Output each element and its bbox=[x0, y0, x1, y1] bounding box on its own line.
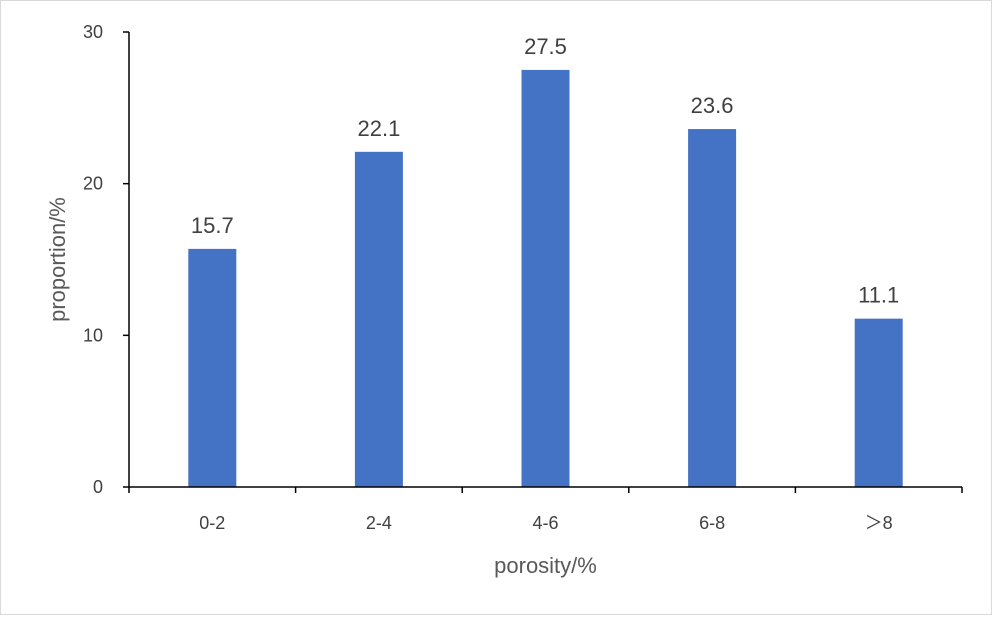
y-tick-label: 20 bbox=[83, 174, 103, 194]
bar bbox=[854, 318, 903, 487]
bar-data-label: 15.7 bbox=[191, 213, 234, 238]
x-category-label: 4-6 bbox=[532, 513, 558, 533]
y-tick-label: 30 bbox=[83, 22, 103, 42]
bar-data-label: 11.1 bbox=[858, 283, 899, 308]
x-category-label: 2-4 bbox=[366, 513, 392, 533]
x-category-label: 6-8 bbox=[699, 513, 725, 533]
bar-data-label: 22.1 bbox=[357, 116, 400, 141]
x-category-label: 0-2 bbox=[199, 513, 225, 533]
x-axis-title: porosity/% bbox=[494, 553, 597, 578]
x-axis-ticks: 0-2 2-4 4-6 6-8 ＞8 bbox=[128, 487, 963, 533]
y-tick-label: 0 bbox=[93, 477, 103, 497]
y-axis-ticks: 0 10 20 30 bbox=[83, 22, 129, 497]
bar bbox=[188, 248, 237, 487]
bar bbox=[354, 151, 403, 488]
bar bbox=[688, 129, 737, 488]
bar-data-label: 27.5 bbox=[524, 34, 567, 59]
y-tick-label: 10 bbox=[83, 325, 103, 345]
x-category-label: ＞8 bbox=[865, 513, 893, 533]
y-axis-title: proportion/% bbox=[45, 197, 70, 322]
bar bbox=[521, 69, 570, 488]
bar-data-label: 23.6 bbox=[691, 93, 734, 118]
plot-area: 15.7 22.1 27.5 23.6 11.1 bbox=[188, 34, 903, 488]
